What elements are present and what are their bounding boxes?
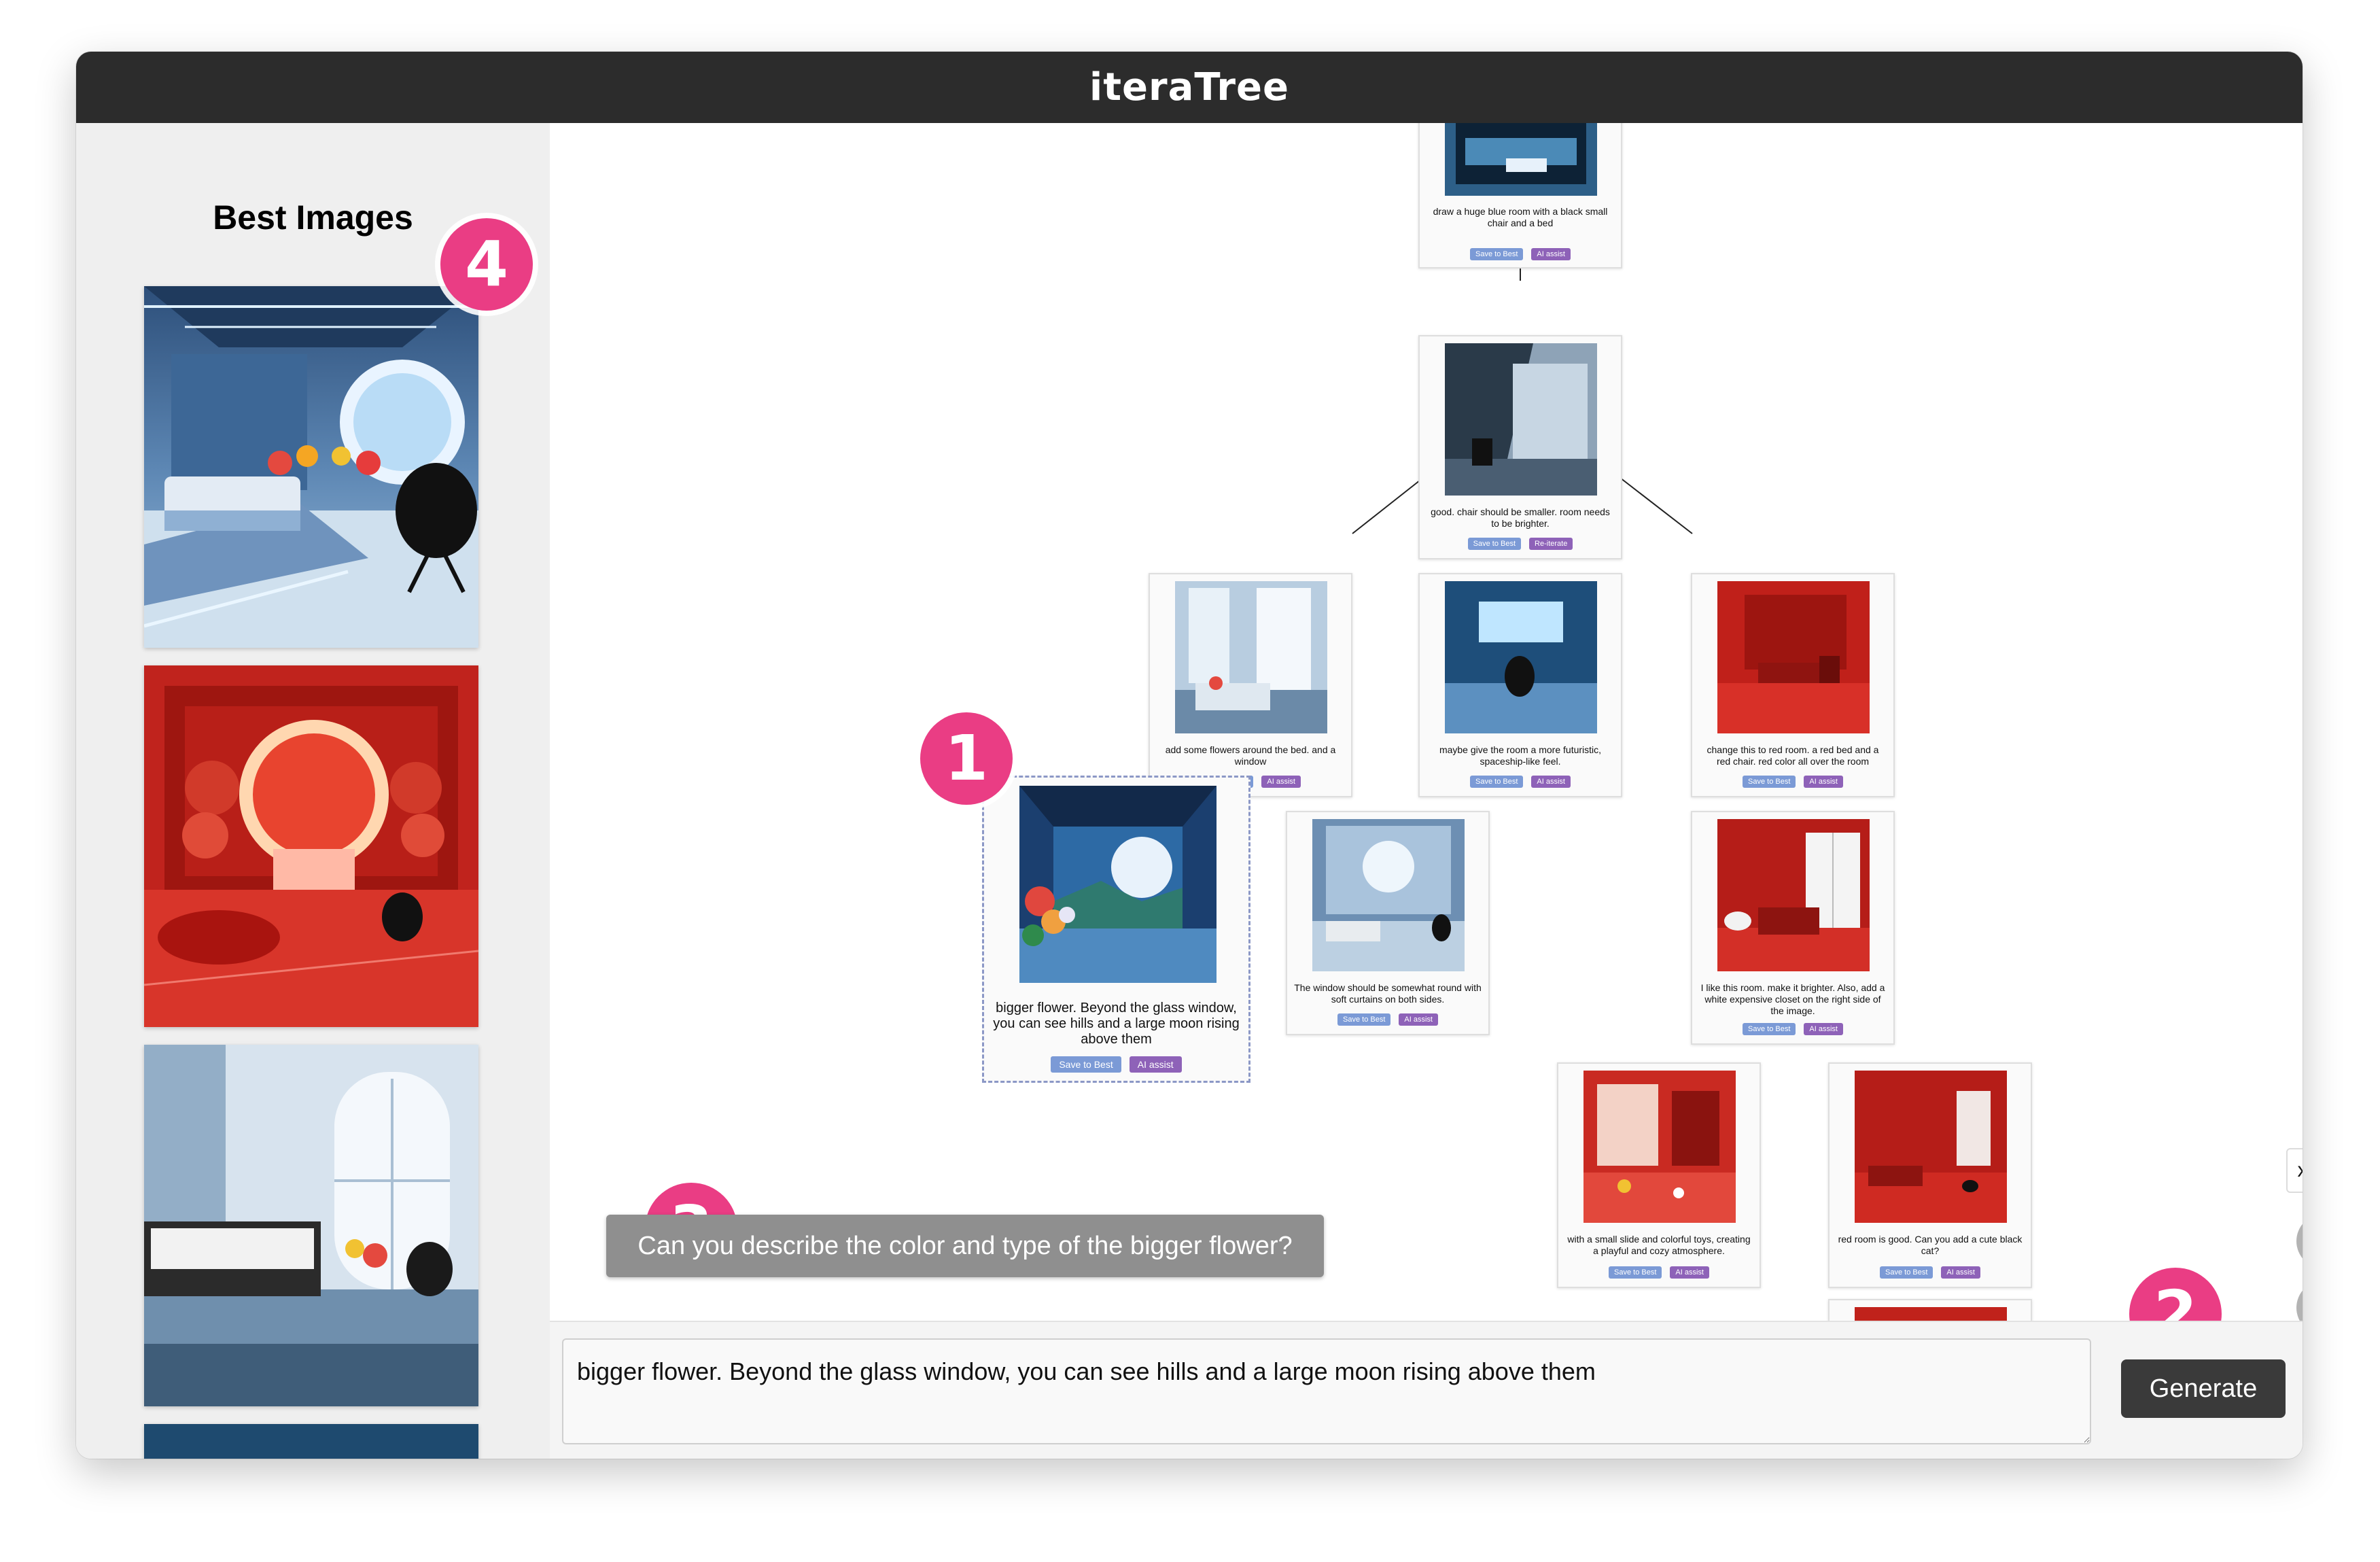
node-caption: red room is good. Can you add a cute bla… [1838, 1234, 2023, 1256]
node-caption: maybe give the room a more futuristic, s… [1439, 744, 1602, 767]
tree-node-image[interactable] [1855, 1307, 2007, 1321]
ai-assist-button[interactable]: AI assist [1804, 776, 1843, 788]
node-caption: good. chair should be smaller. room need… [1431, 506, 1610, 529]
tree-node-3[interactable]: maybe give the room a more futuristic, s… [1418, 573, 1622, 797]
best-image-4[interactable] [144, 1424, 478, 1459]
save-to-best-button[interactable]: Save to Best [1470, 776, 1524, 788]
prompt-input[interactable]: bigger flower. Beyond the glass window, … [562, 1338, 2091, 1444]
tree-node-8[interactable]: with a small slide and colorful toys, cr… [1557, 1062, 1761, 1288]
node-image-playroom [1583, 1071, 1736, 1223]
tree-canvas[interactable]: draw a huge blue room with a black small… [550, 123, 2303, 1321]
app-title: iteraTree [76, 52, 2303, 123]
node-image-window-room [1175, 581, 1327, 733]
node-image-blue-room [1445, 123, 1597, 196]
node-image-moon-room [1019, 786, 1217, 983]
ai-assist-button[interactable]: AI assist [1129, 1056, 1182, 1073]
node-caption: add some flowers around the bed. and a w… [1165, 744, 1336, 767]
ai-assist-button[interactable]: AI assist [1531, 248, 1571, 260]
badge-1: 1 [920, 712, 1013, 805]
tree-node-image[interactable] [1175, 581, 1327, 733]
tree-node-image[interactable] [1583, 1071, 1736, 1223]
badge-4: 4 [440, 218, 533, 311]
node-actions: Save to Best AI assist [1692, 776, 1893, 788]
node-image-round-window [1312, 819, 1465, 971]
node-image-red-room-cat [1855, 1071, 2007, 1223]
node-actions: Save to Best AI assist [1287, 1013, 1488, 1026]
best-images-sidebar[interactable]: Best Images [76, 123, 551, 1459]
tree-node-4[interactable]: change this to red room. a red bed and a… [1691, 573, 1895, 797]
node-image-spaceship-room [1445, 581, 1597, 733]
node-caption: change this to red room. a red bed and a… [1707, 744, 1879, 767]
best-images-title: Best Images [213, 198, 413, 237]
best-image-1[interactable] [144, 286, 478, 648]
tree-node-1[interactable]: good. chair should be smaller. room need… [1418, 335, 1622, 559]
tree-node-5-selected[interactable]: bigger flower. Beyond the glass window, … [982, 776, 1250, 1083]
node-actions: Save to Best AI assist [1558, 1266, 1760, 1279]
reiterate-button[interactable]: Re-iterate [1529, 538, 1573, 550]
tree-node-0[interactable]: draw a huge blue room with a black small… [1418, 123, 1622, 268]
save-to-best-button[interactable]: Save to Best [1743, 1023, 1796, 1035]
best-image-blue-room [144, 286, 478, 648]
ai-assist-button[interactable]: AI assist [1670, 1266, 1709, 1279]
node-image-red-closet-room [1717, 819, 1870, 971]
ai-assist-button[interactable]: AI assist [1399, 1013, 1438, 1026]
tree-node-image[interactable] [1445, 581, 1597, 733]
node-caption: with a small slide and colorful toys, cr… [1567, 1234, 1751, 1256]
tree-node-image[interactable] [1717, 581, 1870, 733]
node-actions: Save to Best AI assist [1692, 1023, 1893, 1035]
node-caption: The window should be somewhat round with… [1294, 982, 1482, 1005]
node-image-grey-room [1445, 343, 1597, 496]
zoom-in-button[interactable]: + [2296, 1214, 2303, 1268]
ai-assist-question: Can you describe the color and type of t… [606, 1215, 1324, 1277]
tree-node-10-partial[interactable] [1828, 1299, 2032, 1321]
node-caption: draw a huge blue room with a black small… [1433, 206, 1608, 228]
best-image-dark-room [144, 1424, 478, 1459]
ai-assist-button[interactable]: AI assist [1804, 1023, 1843, 1035]
ai-assist-button[interactable]: AI assist [1261, 776, 1301, 788]
node-caption: I like this room. make it brighter. Also… [1700, 982, 1885, 1016]
prompt-bar: bigger flower. Beyond the glass window, … [550, 1321, 2303, 1459]
node-image-red-room [1717, 581, 1870, 733]
tree-node-image[interactable] [1019, 786, 1217, 983]
zoom-level: x 0.5 [2286, 1148, 2303, 1193]
zoom-out-button[interactable]: - [2296, 1281, 2303, 1321]
best-image-red-room [144, 665, 478, 1027]
tree-node-6[interactable]: The window should be somewhat round with… [1286, 811, 1490, 1035]
tree-node-image[interactable] [1445, 343, 1597, 496]
generate-button[interactable]: Generate [2121, 1359, 2286, 1418]
node-actions: Save to Best AI assist [1420, 248, 1621, 260]
node-actions: Save to Best Re-iterate [1420, 538, 1621, 550]
app-window: iteraTree Best Images [76, 52, 2303, 1459]
save-to-best-button[interactable]: Save to Best [1470, 248, 1524, 260]
tree-node-image[interactable] [1445, 123, 1597, 196]
tree-node-image[interactable] [1312, 819, 1465, 971]
node-actions: Save to Best AI assist [984, 1056, 1248, 1073]
best-image-white-room [144, 1045, 478, 1406]
save-to-best-button[interactable]: Save to Best [1880, 1266, 1933, 1279]
tree-node-7[interactable]: I like this room. make it brighter. Also… [1691, 811, 1895, 1045]
node-caption: bigger flower. Beyond the glass window, … [993, 1001, 1240, 1047]
node-actions: Save to Best AI assist [1420, 776, 1621, 788]
node-actions: Save to Best AI assist [1830, 1266, 2031, 1279]
ai-assist-button[interactable]: AI assist [1531, 776, 1571, 788]
save-to-best-button[interactable]: Save to Best [1743, 776, 1796, 788]
tree-node-2[interactable]: add some flowers around the bed. and a w… [1149, 573, 1352, 797]
tree-node-image[interactable] [1717, 819, 1870, 971]
tree-node-image[interactable] [1855, 1071, 2007, 1223]
save-to-best-button[interactable]: Save to Best [1609, 1266, 1662, 1279]
tree-node-9[interactable]: red room is good. Can you add a cute bla… [1828, 1062, 2032, 1288]
save-to-best-button[interactable]: Save to Best [1051, 1056, 1121, 1073]
node-image-red-room-partial [1855, 1307, 2007, 1321]
save-to-best-button[interactable]: Save to Best [1467, 538, 1522, 550]
ai-assist-button[interactable]: AI assist [1941, 1266, 1980, 1279]
best-image-2[interactable] [144, 665, 478, 1027]
save-to-best-button[interactable]: Save to Best [1337, 1013, 1391, 1026]
best-image-3[interactable] [144, 1045, 478, 1406]
